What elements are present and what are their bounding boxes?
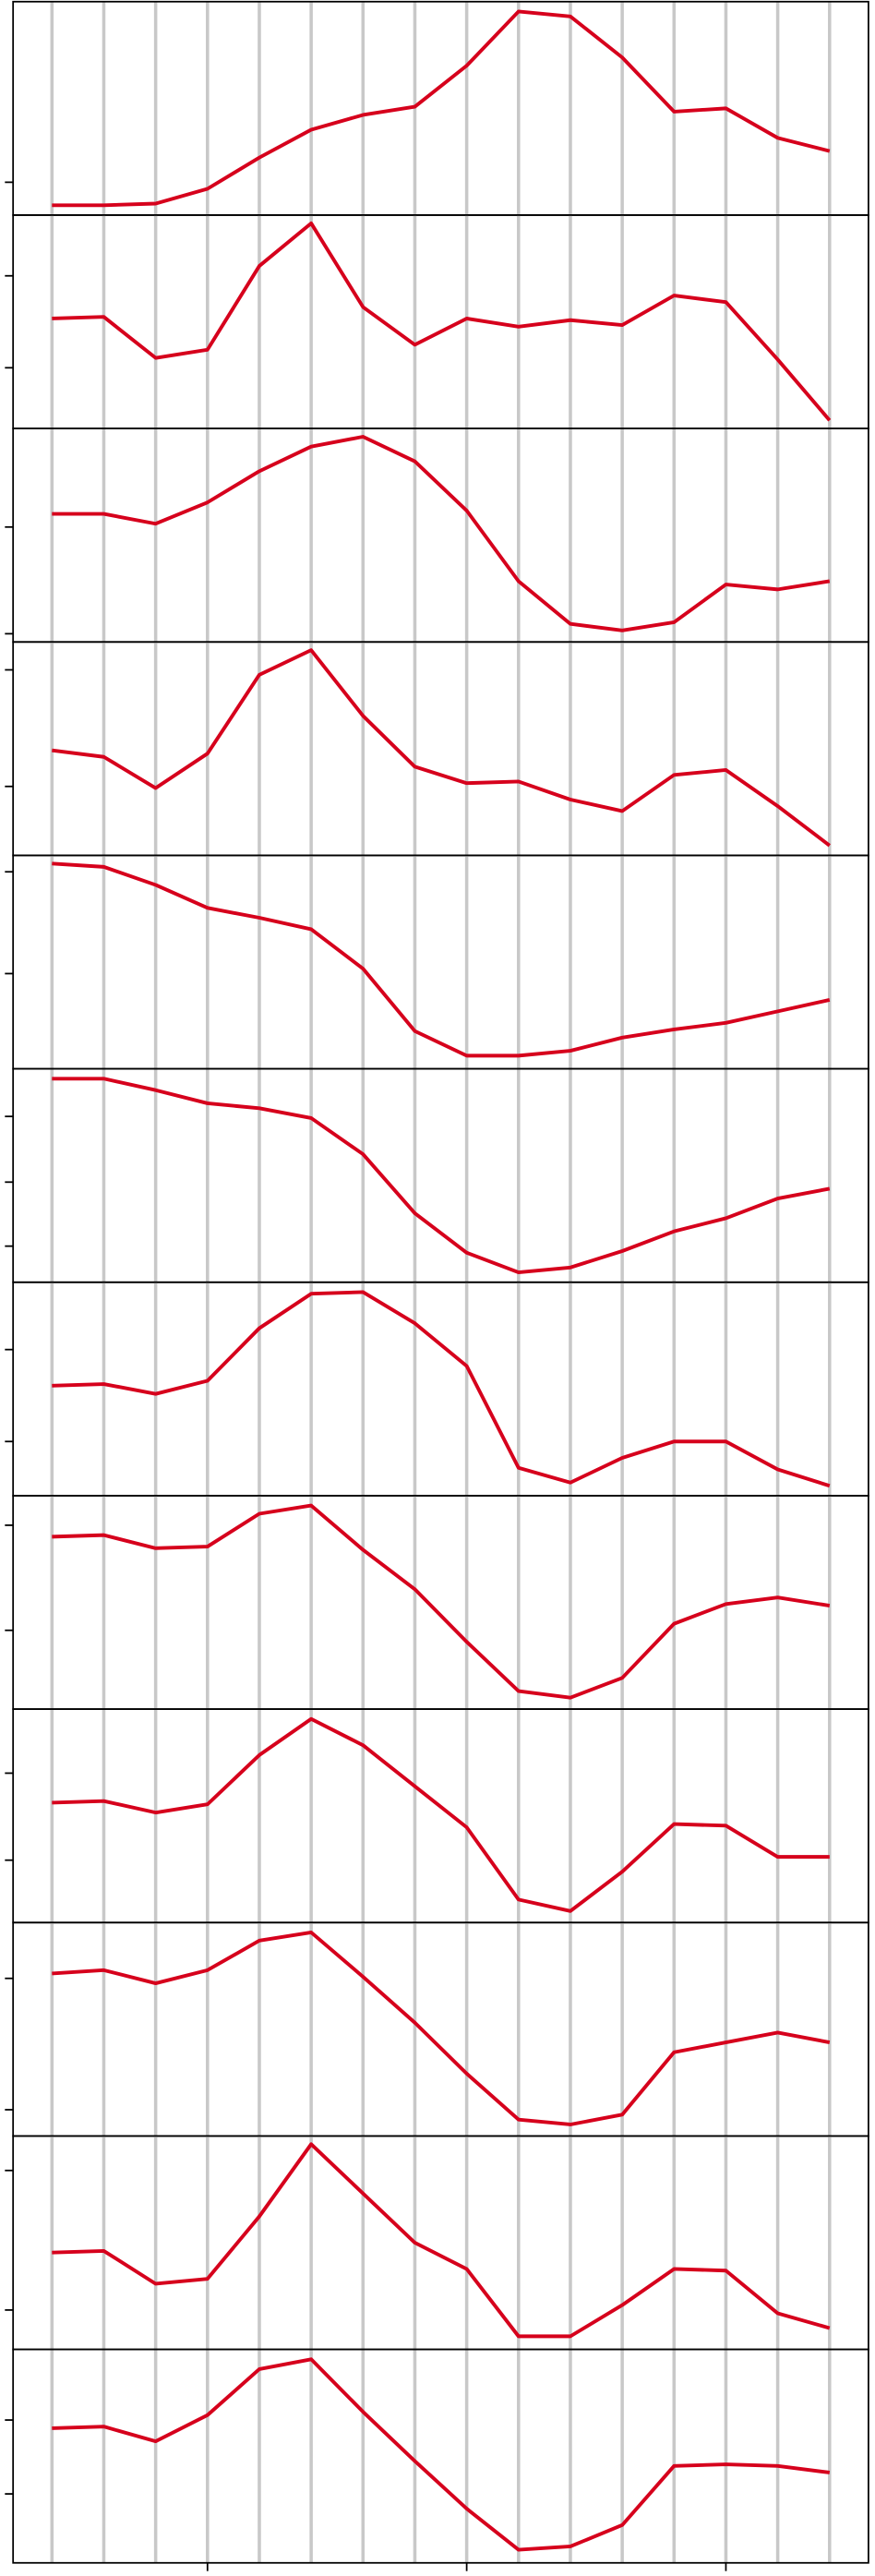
panel-frame (12, 641, 869, 857)
data-line (52, 1077, 831, 1275)
data-line (52, 1290, 831, 1488)
data-line (52, 648, 831, 848)
panel-frame (12, 427, 869, 644)
data-line (52, 2357, 831, 2552)
panel-frame (12, 1708, 869, 1924)
data-line (52, 2142, 831, 2339)
panel-frame (12, 214, 869, 430)
panel-frame (12, 2135, 869, 2351)
data-line (52, 9, 831, 208)
data-line (52, 435, 831, 632)
panel-frame (12, 1067, 869, 1283)
panel-frame (12, 2348, 869, 2564)
data-line (52, 1716, 830, 1913)
panel-frame (12, 854, 869, 1070)
data-line (52, 861, 831, 1058)
panel-frame (12, 1921, 869, 2137)
panel-frame (12, 0, 869, 216)
panel-frame (12, 1281, 869, 1497)
data-line (52, 1930, 831, 2126)
data-line (52, 221, 832, 422)
data-line (52, 1503, 831, 1700)
